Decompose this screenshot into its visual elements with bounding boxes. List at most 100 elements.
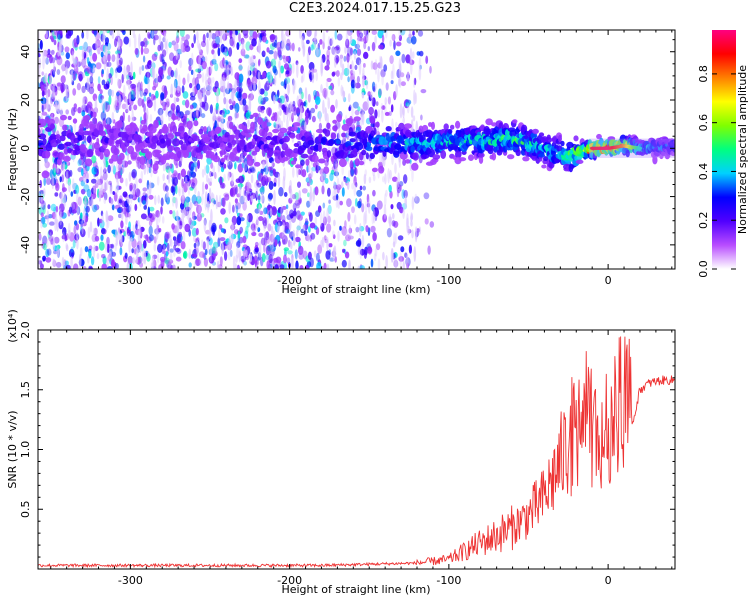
- noise-streak: [197, 190, 200, 200]
- noise-blob: [193, 33, 196, 44]
- noise-streak: [149, 114, 153, 122]
- noise-streak: [302, 42, 306, 56]
- noise-blob: [420, 89, 427, 94]
- noise-streak: [302, 224, 306, 231]
- noise-streak: [56, 245, 59, 258]
- noise-blob: [259, 187, 265, 193]
- noise-blob: [143, 95, 147, 102]
- noise-streak: [188, 248, 192, 259]
- noise-blob: [294, 236, 301, 243]
- noise-streak: [382, 176, 385, 183]
- y-axis-label: SNR (10 * v/v): [6, 410, 19, 488]
- noise-blob: [287, 67, 292, 77]
- noise-blob: [221, 197, 226, 208]
- noise-streak: [201, 72, 205, 83]
- ridge-blob: [330, 104, 335, 113]
- ridge-blob: [318, 158, 326, 164]
- noise-streak: [289, 179, 292, 190]
- noise-streak: [238, 184, 242, 197]
- noise-streak: [288, 219, 292, 231]
- noise-blob: [315, 164, 320, 174]
- noise-blob: [105, 117, 112, 125]
- noise-blob: [285, 30, 291, 37]
- ridge-blob: [84, 114, 91, 121]
- noise-blob: [285, 55, 290, 62]
- noise-blob: [309, 257, 314, 268]
- ridge-blob: [172, 138, 181, 147]
- noise-streak: [285, 209, 289, 216]
- noise-blob: [169, 52, 175, 61]
- noise-streak: [115, 185, 118, 195]
- noise-streak: [111, 111, 115, 123]
- noise-blob: [344, 220, 347, 229]
- noise-blob: [312, 162, 317, 168]
- noise-streak: [130, 236, 133, 243]
- noise-blob: [309, 222, 316, 229]
- ridge-blob: [404, 159, 411, 164]
- noise-blob: [209, 104, 213, 114]
- noise-streak: [235, 254, 238, 263]
- noise-blob: [198, 107, 202, 117]
- noise-blob: [111, 54, 116, 62]
- noise-blob: [234, 102, 240, 113]
- noise-blob: [41, 89, 45, 97]
- noise-blob: [242, 235, 247, 244]
- noise-blob: [188, 65, 192, 72]
- noise-blob: [305, 220, 309, 225]
- noise-blob: [95, 62, 102, 70]
- noise-blob: [56, 261, 62, 268]
- noise-blob: [319, 39, 323, 45]
- noise-blob: [113, 192, 118, 202]
- ridge-blob: [532, 128, 539, 134]
- noise-blob: [107, 164, 111, 174]
- ridge-blob: [431, 121, 435, 130]
- noise-blob: [159, 53, 163, 63]
- noise-blob: [97, 45, 101, 55]
- noise-blob: [429, 221, 435, 228]
- noise-blob: [212, 241, 219, 249]
- noise-blob: [298, 47, 301, 52]
- noise-blob: [238, 64, 243, 72]
- noise-streak: [412, 115, 416, 122]
- noise-blob: [92, 204, 98, 213]
- noise-blob: [257, 227, 261, 233]
- noise-blob: [324, 65, 330, 71]
- noise-blob: [329, 38, 333, 46]
- noise-blob: [161, 59, 165, 64]
- noise-streak: [70, 70, 74, 83]
- noise-streak: [317, 161, 320, 172]
- noise-blob: [370, 258, 374, 268]
- ridge-blob: [198, 128, 204, 135]
- noise-blob: [284, 93, 288, 99]
- noise-blob: [78, 219, 85, 225]
- noise-streak: [377, 258, 381, 269]
- noise-streak: [246, 179, 250, 195]
- noise-blob: [143, 47, 150, 54]
- noise-blob: [372, 232, 377, 242]
- noise-blob: [275, 256, 282, 264]
- y-tick-label: 0.5: [19, 501, 32, 519]
- noise-streak: [269, 207, 273, 217]
- noise-streak: [181, 185, 185, 194]
- noise-streak: [73, 121, 77, 134]
- noise-blob: [346, 198, 352, 208]
- ridge-blob: [192, 135, 200, 142]
- noise-streak: [89, 221, 93, 233]
- noise-streak: [300, 75, 304, 83]
- noise-streak: [340, 84, 344, 97]
- x-axis-label: Height of straight line (km): [281, 583, 430, 596]
- noise-blob: [277, 49, 282, 58]
- ridge-blob: [272, 128, 280, 134]
- noise-streak: [357, 39, 360, 49]
- noise-streak: [62, 167, 66, 179]
- noise-blob: [403, 189, 408, 199]
- x-tick-label: 0: [605, 574, 612, 587]
- noise-streak: [157, 144, 160, 151]
- noise-streak: [299, 92, 302, 101]
- noise-blob: [114, 38, 118, 48]
- noise-blob: [303, 101, 307, 107]
- noise-streak: [178, 188, 181, 197]
- noise-streak: [127, 195, 130, 205]
- noise-blob: [238, 213, 243, 218]
- noise-blob: [131, 248, 134, 254]
